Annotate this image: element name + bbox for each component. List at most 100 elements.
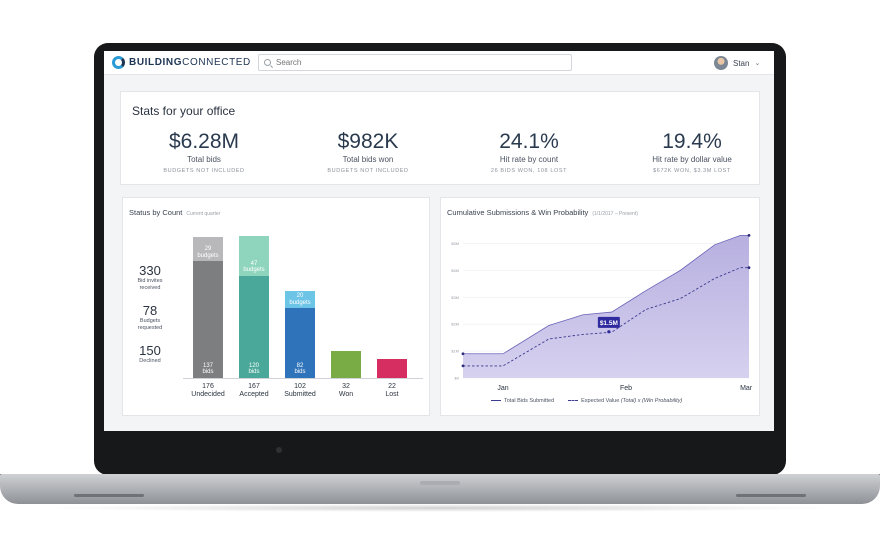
annotation-badge [597,316,620,328]
stat-value: 19.4% [662,130,722,153]
user-name: Stan [733,58,750,68]
bar-bids-accepted: 120 bids [239,275,269,378]
stat-sub: BUDGETS NOT INCLUDED [163,168,245,174]
area-chart: $0 $1M $2M $3M $4M $5M $1.5M Jan Feb Mar [451,233,753,392]
bar-unit: bids [248,369,260,376]
bar-category: Accepted [239,391,269,398]
data-point [461,352,465,356]
bar-label-budgets: 20 budgets [285,293,315,306]
panel-title: Cumulative Submissions & Win Probability… [447,208,638,217]
data-point [747,233,751,237]
bar-category: Undecided [191,391,225,398]
y-tick-label: $2M [451,322,459,327]
user-menu[interactable]: Stan ⌄ [714,56,760,70]
stat-sub: BUDGETS NOT INCLUDED [327,168,409,174]
side-label: received [139,285,161,291]
stats-title: Stats for your office [132,104,236,118]
y-tick-label: $5M [451,241,459,246]
chevron-down-icon: ⌄ [754,60,761,67]
bar-value: 20 [296,293,304,300]
line-expected-value [463,267,749,367]
stat-hit-rate-dollar: 19.4% Hit rate by dollar value $672K WON… [617,130,767,174]
bar-total: 102 [294,383,306,390]
x-label-submitted: 102 Submitted [278,383,322,399]
webcam-icon [276,447,282,453]
side-label: Bid invites [137,278,163,284]
x-label-lost: 22 Lost [370,383,414,399]
bar-category: Lost [385,391,399,398]
bar-label-budgets: 29 budgets [193,246,223,259]
stat-sub: 26 BIDS WON, 108 LOST [490,168,568,174]
app-logo[interactable]: BUILDINGCONNECTED [112,56,251,69]
side-stat-declined: 150 Declined [129,343,171,365]
bar-bids-lost [377,359,407,378]
bar-unit: budgets [243,267,265,274]
stat-label: Total bids won [342,155,394,164]
bar-label-bids: 137 bids [193,363,223,376]
bar-unit: budgets [197,252,219,259]
search-box[interactable] [258,54,572,71]
bar-baseline [183,378,423,379]
y-tick-label: $0 [455,376,460,381]
bar-total: 176 [202,383,214,390]
panel-title: Status by Count Current quarter [129,208,221,217]
side-num: 78 [142,303,158,318]
stat-total-bids-won: $982K Total bids won BUDGETS NOT INCLUDE… [293,130,443,174]
bar-value: 47 [250,260,258,267]
app-screen: BUILDINGCONNECTED Stan ⌄ Stats for your … [104,51,774,431]
x-label-accepted: 167 Accepted [232,383,276,399]
side-stat-invites: 330 Bid invites received [129,263,171,292]
office-stats-card: Stats for your office $6.28M Total bids … [120,91,760,185]
side-label: requested [137,325,163,331]
bar-unit: bids [202,369,214,376]
bar-bids-won [331,350,361,378]
search-input[interactable] [276,58,556,67]
bar-total: 32 [342,383,350,390]
x-tick-label: Mar [740,385,753,392]
annotation-label: $1.5M [600,320,618,327]
bar-budgets-undecided: 29 budgets [193,236,223,262]
y-tick-label: $1M [451,349,459,354]
logo-text: BUILDINGCONNECTED [129,57,251,68]
x-label-undecided: 176 Undecided [186,383,230,399]
legend-expected: Expected Value (Total) x (Win Probabilit… [568,398,682,404]
bar-budgets-submitted: 20 budgets [285,291,315,309]
laptop-foot-right [736,494,806,497]
side-num: 150 [139,343,161,358]
data-point [461,364,465,368]
top-bar: BUILDINGCONNECTED Stan ⌄ [104,51,774,75]
logo-mark-icon [112,56,125,69]
stat-hit-rate-count: 24.1% Hit rate by count 26 BIDS WON, 108… [454,130,604,174]
bar-bids-submitted: 82 bids [285,308,315,378]
stat-label: Hit rate by count [499,155,559,164]
bar-budgets-accepted: 47 budgets [239,235,269,276]
stat-value: $982K [337,130,399,153]
avatar [714,56,728,70]
stat-value: $6.28M [168,130,240,153]
side-num: 330 [139,263,161,278]
area-total-fill [463,235,749,378]
legend-total: Total Bids Submitted [491,398,554,404]
search-icon [264,59,271,66]
laptop-base [0,474,880,504]
stat-label: Hit rate by dollar value [652,155,732,164]
cumulative-submissions-card: Cumulative Submissions & Win Probability… [440,197,760,416]
y-tick-label: $4M [451,268,459,273]
bar-value: 137 [202,362,213,369]
bar-value: 82 [296,362,304,369]
chart-legend: Total Bids Submitted Expected Value (Tot… [491,398,682,404]
laptop-notch [420,481,460,485]
annotation-point [607,330,611,334]
laptop-shadow [40,504,840,512]
bar-label-bids: 82 bids [285,363,315,376]
stat-total-bids: $6.28M Total bids BUDGETS NOT INCLUDED [129,130,279,174]
side-stat-budgets: 78 Budgets requested [129,303,171,332]
stat-sub: $672K WON, $3.3M LOST [653,168,731,174]
bar-label-bids: 120 bids [239,363,269,376]
x-label-won: 32 Won [324,383,368,399]
line-total-bids [463,234,749,355]
side-label: Budgets [139,318,161,324]
bar-total: 22 [388,383,396,390]
x-tick-label: Jan [497,385,508,392]
stat-value: 24.1% [499,130,559,153]
